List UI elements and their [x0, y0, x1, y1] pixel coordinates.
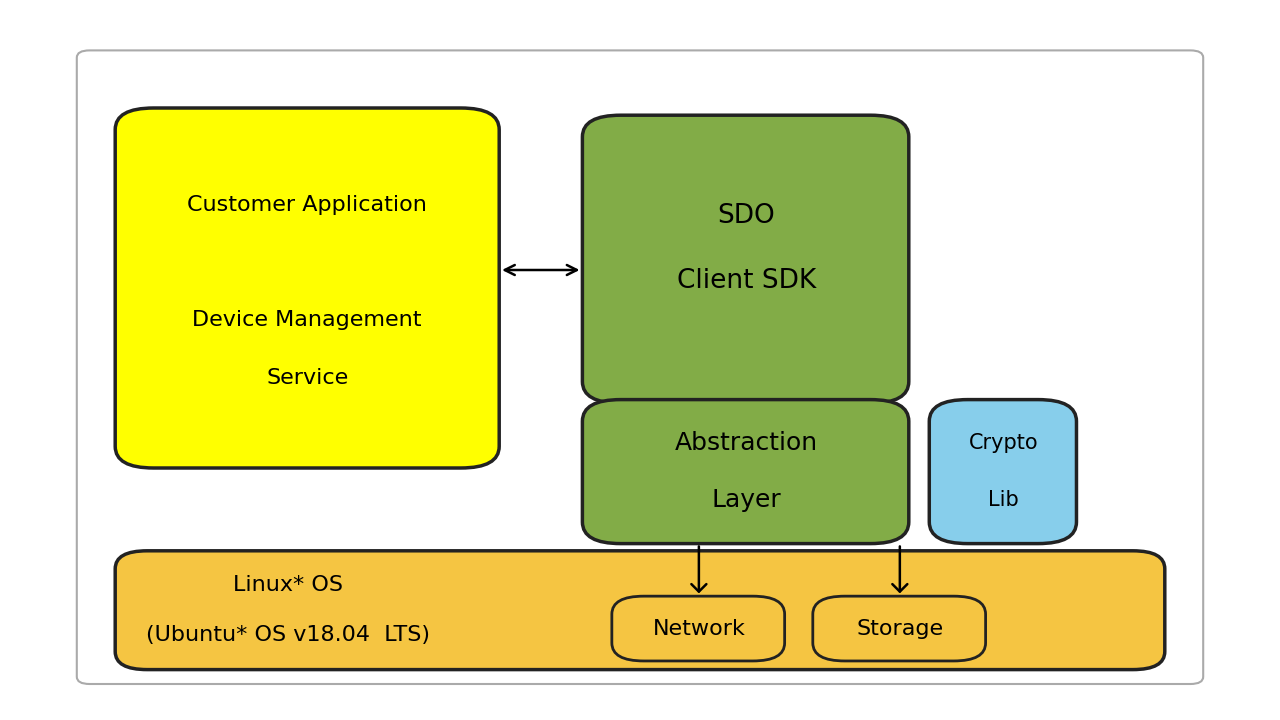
Text: (Ubuntu* OS v18.04  LTS): (Ubuntu* OS v18.04 LTS)	[146, 625, 430, 645]
Text: Storage: Storage	[856, 618, 943, 639]
Text: Abstraction: Abstraction	[675, 431, 818, 455]
FancyBboxPatch shape	[77, 50, 1203, 684]
Text: Device Management: Device Management	[192, 310, 422, 330]
Text: SDO: SDO	[717, 203, 776, 229]
Text: Linux* OS: Linux* OS	[233, 575, 343, 595]
Text: Lib: Lib	[988, 490, 1019, 510]
FancyBboxPatch shape	[582, 115, 909, 403]
Text: Crypto: Crypto	[969, 433, 1038, 453]
Text: Client SDK: Client SDK	[677, 268, 815, 294]
Text: Customer Application: Customer Application	[187, 195, 428, 215]
FancyBboxPatch shape	[929, 400, 1076, 544]
Text: Layer: Layer	[712, 488, 781, 513]
FancyBboxPatch shape	[582, 400, 909, 544]
FancyBboxPatch shape	[115, 108, 499, 468]
Text: Service: Service	[266, 368, 348, 388]
Text: Network: Network	[653, 618, 745, 639]
FancyBboxPatch shape	[115, 551, 1165, 670]
FancyBboxPatch shape	[612, 596, 785, 661]
FancyBboxPatch shape	[813, 596, 986, 661]
